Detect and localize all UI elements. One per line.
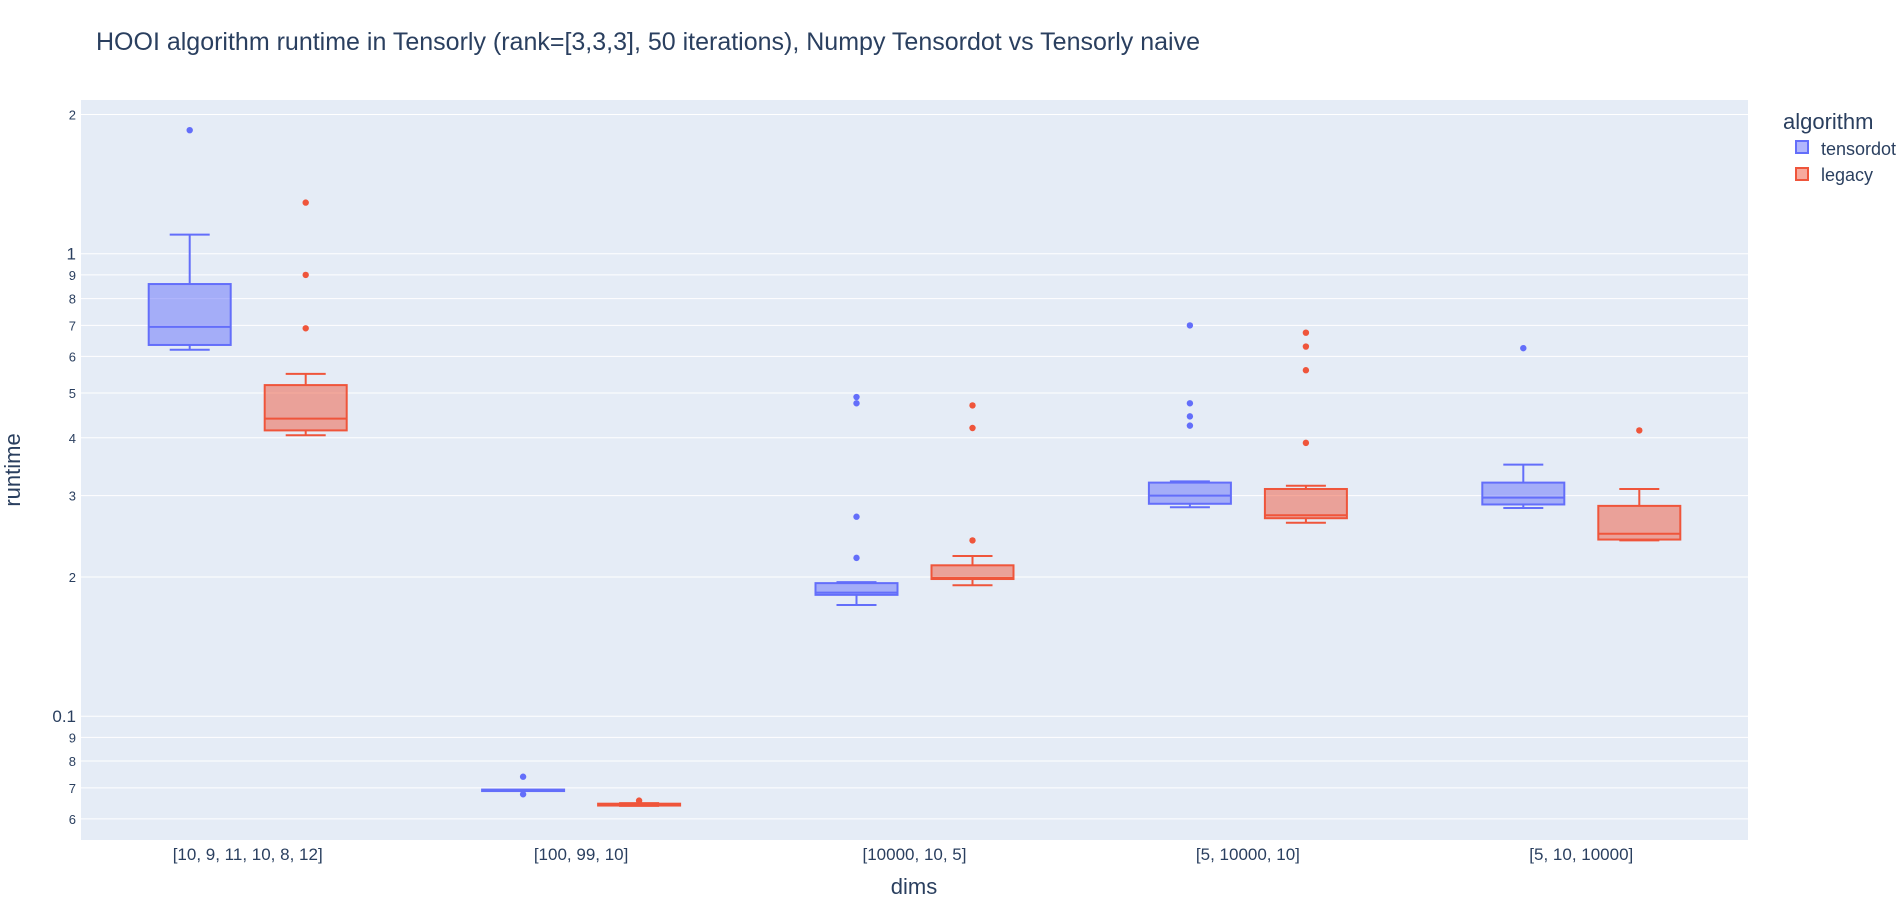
x-tick-label: [100, 99, 10] <box>534 845 629 864</box>
outlier-point[interactable] <box>1186 322 1194 329</box>
plot-area <box>81 100 1748 840</box>
interquartile-box <box>1481 481 1566 506</box>
series-legacy <box>263 199 1682 807</box>
outlier-point[interactable] <box>1186 400 1194 407</box>
box-tensordot-1[interactable] <box>147 126 232 351</box>
outlier-point[interactable] <box>519 773 527 780</box>
outlier-point[interactable] <box>853 554 860 562</box>
interquartile-box <box>263 384 348 432</box>
legend-swatch-legacy <box>1795 167 1809 181</box>
box-tensordot-5[interactable] <box>1481 344 1566 510</box>
outlier-point[interactable] <box>186 126 193 134</box>
box-legacy-5[interactable] <box>1597 427 1682 542</box>
outlier-point[interactable] <box>853 400 860 407</box>
outlier-point[interactable] <box>1302 343 1310 350</box>
interquartile-box <box>930 564 1015 581</box>
legend-title: algorithm <box>1783 109 1873 134</box>
outlier-point[interactable] <box>853 513 860 520</box>
y-tick-label: 7 <box>69 781 76 796</box>
y-tick-label: 8 <box>69 292 76 307</box>
box-legacy-1[interactable] <box>263 199 348 437</box>
x-tick-label: [10, 9, 11, 10, 8, 12] <box>173 845 323 864</box>
x-axis-title: dims <box>891 874 937 899</box>
legend: algorithm tensordot legacy <box>1783 109 1896 185</box>
y-tick-label: 9 <box>69 268 76 283</box>
outlier-point[interactable] <box>302 271 309 279</box>
outlier-point[interactable] <box>969 402 976 409</box>
box-tensordot-4[interactable] <box>1147 322 1232 509</box>
x-tick-label: [10000, 10, 5] <box>863 845 967 864</box>
outlier-point[interactable] <box>635 797 643 804</box>
y-tick-label: 5 <box>69 386 76 401</box>
y-tick-label: 2 <box>69 108 76 123</box>
box-legacy-4[interactable] <box>1263 329 1348 524</box>
outlier-point[interactable] <box>1636 427 1643 434</box>
y-tick-label: 6 <box>69 812 76 827</box>
y-axis: 0.1 1 6 7 8 9 2 3 4 5 6 7 8 9 2 <box>52 108 76 827</box>
series-tensordot <box>147 126 1566 798</box>
x-tick-label: [5, 10, 10000] <box>1529 845 1633 864</box>
outlier-point[interactable] <box>969 424 976 432</box>
outlier-point[interactable] <box>1520 344 1527 352</box>
outlier-point[interactable] <box>1186 413 1194 420</box>
x-axis: [10, 9, 11, 10, 8, 12] [100, 99, 10] [1000… <box>173 845 1634 864</box>
legend-item-legacy[interactable]: legacy <box>1795 165 1873 185</box>
legend-label-tensordot: tensordot <box>1821 139 1896 159</box>
outlier-point[interactable] <box>1302 329 1310 336</box>
y-tick-label: 1 <box>67 245 76 264</box>
y-tick-label: 6 <box>69 349 76 364</box>
outlier-point[interactable] <box>1186 422 1194 429</box>
y-tick-label: 8 <box>69 754 76 769</box>
y-tick-label: 0.1 <box>52 707 76 726</box>
outlier-point[interactable] <box>1302 367 1310 374</box>
interquartile-box <box>1147 481 1232 505</box>
box-tensordot-3[interactable] <box>814 393 899 606</box>
interquartile-box <box>1263 487 1348 520</box>
box-legacy-3[interactable] <box>930 402 1015 587</box>
y-tick-label: 7 <box>69 318 76 333</box>
outlier-point[interactable] <box>302 325 309 332</box>
box-tensordot-2[interactable] <box>481 773 566 798</box>
outlier-point[interactable] <box>1302 439 1310 447</box>
outlier-point[interactable] <box>853 393 860 401</box>
chart-title: HOOI algorithm runtime in Tensorly (rank… <box>96 28 1200 56</box>
outlier-point[interactable] <box>519 791 527 798</box>
legend-label-legacy: legacy <box>1821 165 1873 185</box>
y-tick-label: 2 <box>69 570 76 585</box>
outlier-point[interactable] <box>302 199 309 206</box>
legend-item-tensordot[interactable]: tensordot <box>1795 139 1896 159</box>
legend-swatch-tensordot <box>1795 140 1809 154</box>
gridlines <box>81 114 1748 820</box>
box-legacy-2[interactable] <box>597 797 682 807</box>
y-tick-label: 9 <box>69 730 76 745</box>
y-tick-label: 3 <box>69 489 76 504</box>
y-axis-title: runtime <box>0 433 25 506</box>
interquartile-box <box>147 283 232 346</box>
outlier-point[interactable] <box>969 537 976 544</box>
interquartile-box <box>814 582 899 596</box>
box-series <box>147 126 1682 807</box>
x-tick-label: [5, 10000, 10] <box>1196 845 1300 864</box>
y-tick-label: 4 <box>69 431 76 446</box>
